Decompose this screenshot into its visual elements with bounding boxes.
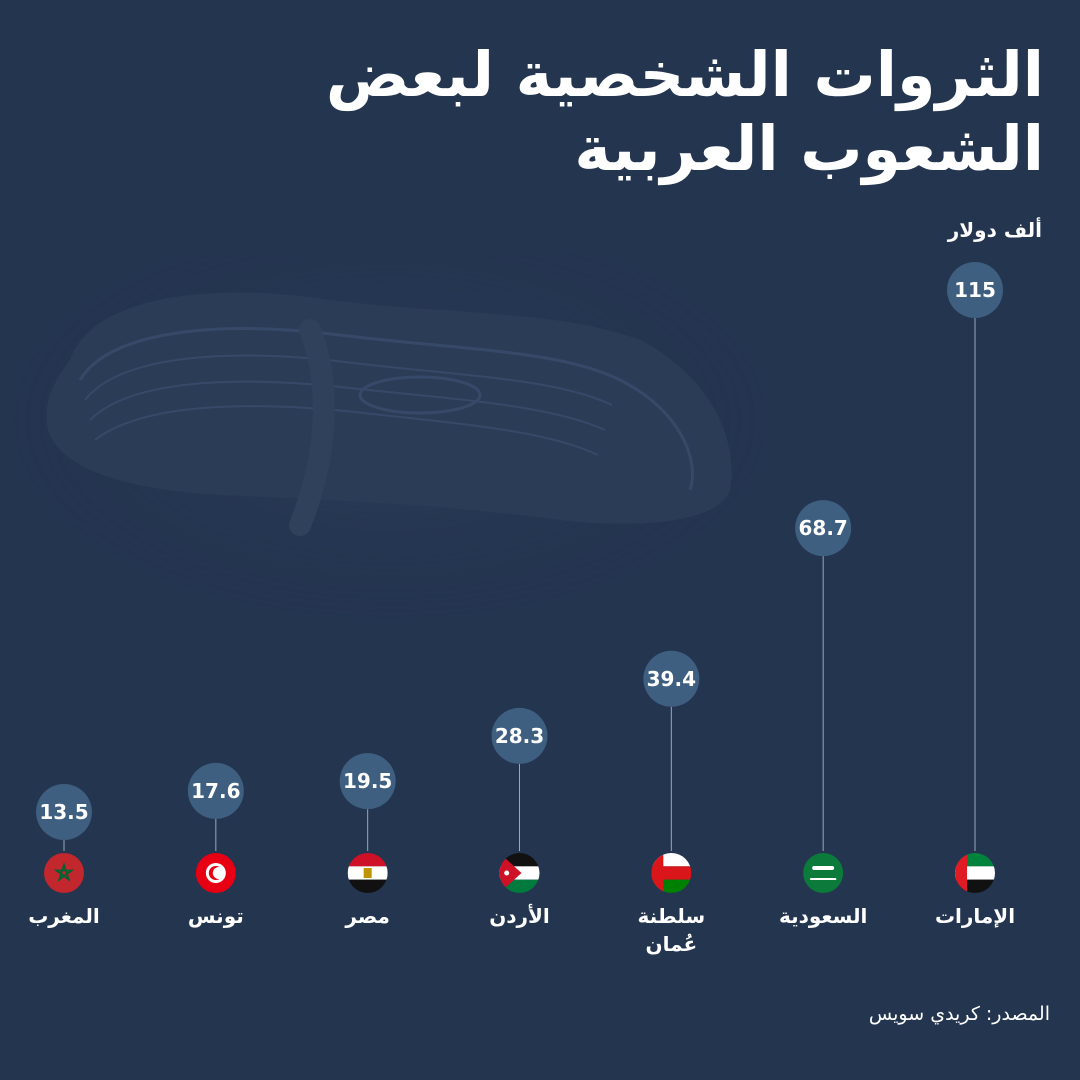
source-note: المصدر: كريدي سويس xyxy=(868,1003,1050,1025)
data-label: 19.5 xyxy=(343,769,392,793)
category-label: الإمارات xyxy=(935,904,1015,928)
egypt-flag-icon xyxy=(347,853,388,893)
value-bubble xyxy=(643,650,700,707)
data-label: 68.7 xyxy=(798,516,847,540)
data-label: 115 xyxy=(954,278,996,302)
chart-point-group: 115 الإمارات xyxy=(935,262,1015,928)
unit-label: ألف دولار xyxy=(947,218,1042,242)
category-label: مصر xyxy=(344,904,390,928)
data-label: 13.5 xyxy=(39,800,88,824)
chart-point-group: 19.5 مصر xyxy=(339,753,396,928)
plot-area: 115 الإمارات 68.7 السعودية 39.4 سلطنة عُمان 28.… xyxy=(28,262,1015,956)
category-label: تونس xyxy=(188,904,244,928)
tunisia-flag-icon xyxy=(195,853,236,893)
data-label: 39.4 xyxy=(647,667,696,691)
category-label: سلطنة عُمان xyxy=(638,904,706,956)
oman-flag-icon xyxy=(651,853,692,893)
chart-point-group: 68.7 السعودية xyxy=(779,500,867,928)
value-bubble xyxy=(947,262,1003,318)
data-label: 28.3 xyxy=(495,724,544,748)
chart-point-group: 28.3 الأردن xyxy=(489,707,550,928)
data-label: 17.6 xyxy=(191,779,240,803)
category-label: الأردن xyxy=(489,903,550,928)
chart-point-group: 17.6 تونس xyxy=(187,762,244,928)
uae-flag-icon xyxy=(955,853,995,893)
value-bubble xyxy=(187,762,244,819)
saudi-flag-icon xyxy=(803,853,844,893)
morocco-flag-icon xyxy=(44,853,84,893)
value-bubble xyxy=(795,500,852,557)
value-bubble xyxy=(36,784,92,840)
money-roll-illustration xyxy=(10,220,770,620)
category-label: السعودية xyxy=(779,904,867,928)
category-label: المغرب xyxy=(28,904,100,928)
chart-point-group: 13.5 المغرب xyxy=(28,784,100,928)
chart-title: الثروات الشخصية لبعض الشعوب العربية xyxy=(325,38,1044,185)
value-bubble xyxy=(491,707,548,764)
jordan-flag-icon xyxy=(499,853,540,893)
value-bubble xyxy=(339,753,396,810)
chart-point-group: 39.4 سلطنة عُمان xyxy=(638,650,706,956)
